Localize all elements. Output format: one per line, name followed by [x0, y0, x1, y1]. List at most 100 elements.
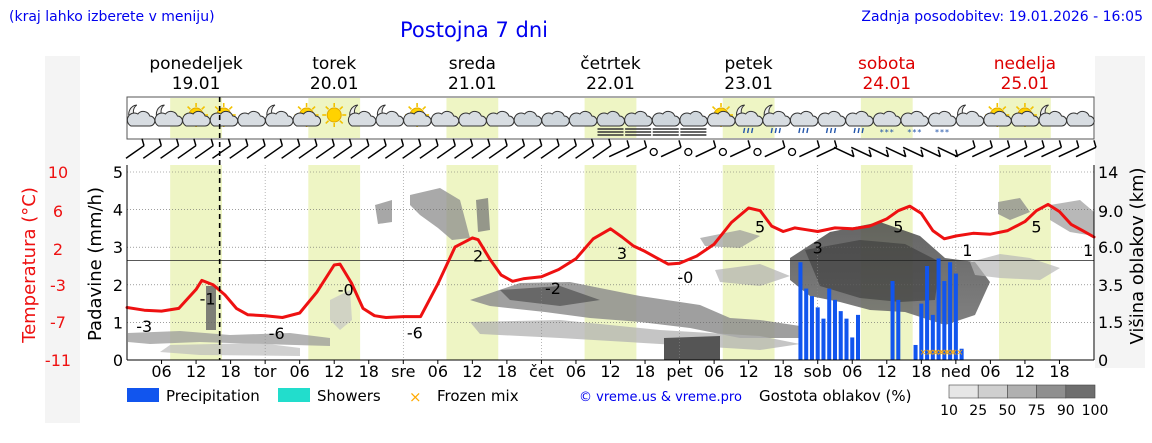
cloud-shape — [458, 110, 487, 127]
snowflake: * — [885, 128, 889, 137]
wind-barb-feather — [782, 140, 786, 148]
wind-barb — [263, 145, 283, 159]
wind-barb-feather — [903, 149, 907, 157]
precip-bar — [821, 318, 826, 360]
temperature-label: -0 — [677, 268, 693, 287]
rain-drop — [798, 127, 801, 134]
x-tick-label: 18 — [911, 362, 931, 381]
cloud-density-label: 10 — [940, 403, 958, 419]
wind-barb-feather — [1058, 140, 1063, 148]
x-tick-label: 18 — [359, 362, 379, 381]
cloud-shape — [430, 110, 460, 127]
snowflake: * — [940, 128, 944, 137]
precipitation-bars: ×××××××××××× — [798, 258, 964, 360]
wind-barb-feather — [868, 149, 872, 157]
wind-barb — [367, 145, 387, 159]
wind-barb — [177, 145, 197, 159]
sun-ray — [726, 105, 731, 110]
wind-barb-feather — [296, 138, 301, 146]
cloud-shape — [955, 110, 985, 127]
wind-barb-feather — [885, 149, 890, 157]
sun-ray — [325, 105, 330, 110]
wind-barb-feather — [314, 138, 318, 146]
x-axis-ticks: 06 12 18 tor 06 12 18 sre 06 12 18 čet 06 12 18 pet 06 12… — [151, 360, 1070, 381]
wind-barb-feather — [989, 140, 993, 148]
cloud-shape — [596, 110, 625, 127]
moon-cloud-icon — [347, 104, 377, 127]
wind-barb-feather — [816, 140, 821, 148]
region-note[interactable]: (kraj lahko izberete v meniju) — [9, 9, 215, 25]
cloud-shape — [237, 110, 266, 127]
wind-barb-feather — [348, 138, 353, 146]
x-tick-label: sob — [804, 362, 832, 381]
cloud-rain-icon — [789, 110, 819, 134]
wind-barbs — [125, 138, 1097, 159]
rain-drop — [853, 127, 856, 134]
wind-barb-feather — [937, 149, 942, 157]
wind-calm — [718, 147, 728, 157]
cloud-shape — [347, 110, 377, 127]
wind-barb — [850, 146, 872, 158]
wind-barb — [1006, 146, 1028, 158]
wind-barb-feather — [590, 138, 595, 146]
rain-drop — [825, 127, 829, 134]
cloud-density-label: 100 — [1082, 403, 1109, 419]
cloud-mass-weekend-2 — [805, 240, 940, 302]
wind-barb-feather — [383, 138, 387, 146]
cloud-density-swatch — [948, 384, 979, 399]
cloud-shape — [651, 110, 681, 127]
x-tick-label: 06 — [704, 362, 724, 381]
cloud-shape — [789, 110, 819, 127]
copyright-link[interactable]: © vreme.us & vreme.pro — [579, 390, 742, 405]
x-tick-label: 06 — [566, 362, 586, 381]
x-tick-label: 12 — [462, 362, 482, 381]
wind-barb-feather — [521, 138, 526, 146]
temperature-label: -1 — [200, 290, 216, 309]
wind-barb-feather — [175, 138, 180, 146]
precip-bar — [930, 314, 935, 360]
sun-ray — [297, 105, 302, 110]
x-tick-label: 18 — [635, 362, 655, 381]
rain-drop — [829, 127, 833, 134]
x-tick-label: 12 — [186, 362, 206, 381]
cloud-snow-icon: * * * — [872, 110, 902, 137]
day-date: 24.01 — [862, 74, 911, 94]
cloud-height-tick-label: 14 — [1098, 163, 1118, 182]
wind-barb — [608, 146, 630, 158]
x-tick-label: 18 — [497, 362, 517, 381]
cloud-icon — [458, 110, 487, 127]
cloud-shape — [486, 110, 515, 127]
wind-barb-feather — [227, 138, 232, 146]
wind-barb — [505, 145, 525, 159]
precip-bar — [953, 273, 958, 360]
wind-barb-feather — [245, 138, 249, 146]
wind-barb — [523, 145, 543, 159]
x-tick-label: 12 — [600, 362, 620, 381]
wind-barb-feather — [262, 138, 266, 146]
temperature-labels: -3 -1 -6 -0 -6 2 -2 3 -0 5 3 5 1 5 1 — [136, 218, 1093, 343]
wind-barb — [436, 145, 456, 159]
wind-barb-feather — [747, 140, 751, 148]
precip-tick-label: 3 — [113, 238, 123, 257]
rain-drop — [861, 127, 864, 134]
sun-ray — [1002, 105, 1007, 110]
wind-barb-feather — [487, 138, 491, 146]
cloud-shape — [983, 110, 1012, 127]
snowflake: * — [890, 128, 894, 137]
wind-barb — [229, 145, 249, 159]
cloud-patch-9 — [1050, 200, 1094, 236]
cloud-shape — [1066, 110, 1095, 127]
cloud-density-title: Gostota oblakov (%) — [759, 387, 912, 405]
overcast-icon — [541, 110, 570, 127]
wind-barb — [868, 146, 889, 158]
precip-tick-label: 4 — [113, 201, 123, 220]
day-name: sreda — [449, 54, 496, 74]
wind-calm — [787, 147, 797, 157]
legend-frozen-icon: × — [409, 388, 422, 406]
moon-cloud-icon — [955, 104, 985, 127]
cloud-density-label: 90 — [1057, 403, 1075, 419]
cloud-height-tick-label: 6.0 — [1098, 238, 1123, 257]
cloud-shape — [707, 110, 736, 127]
